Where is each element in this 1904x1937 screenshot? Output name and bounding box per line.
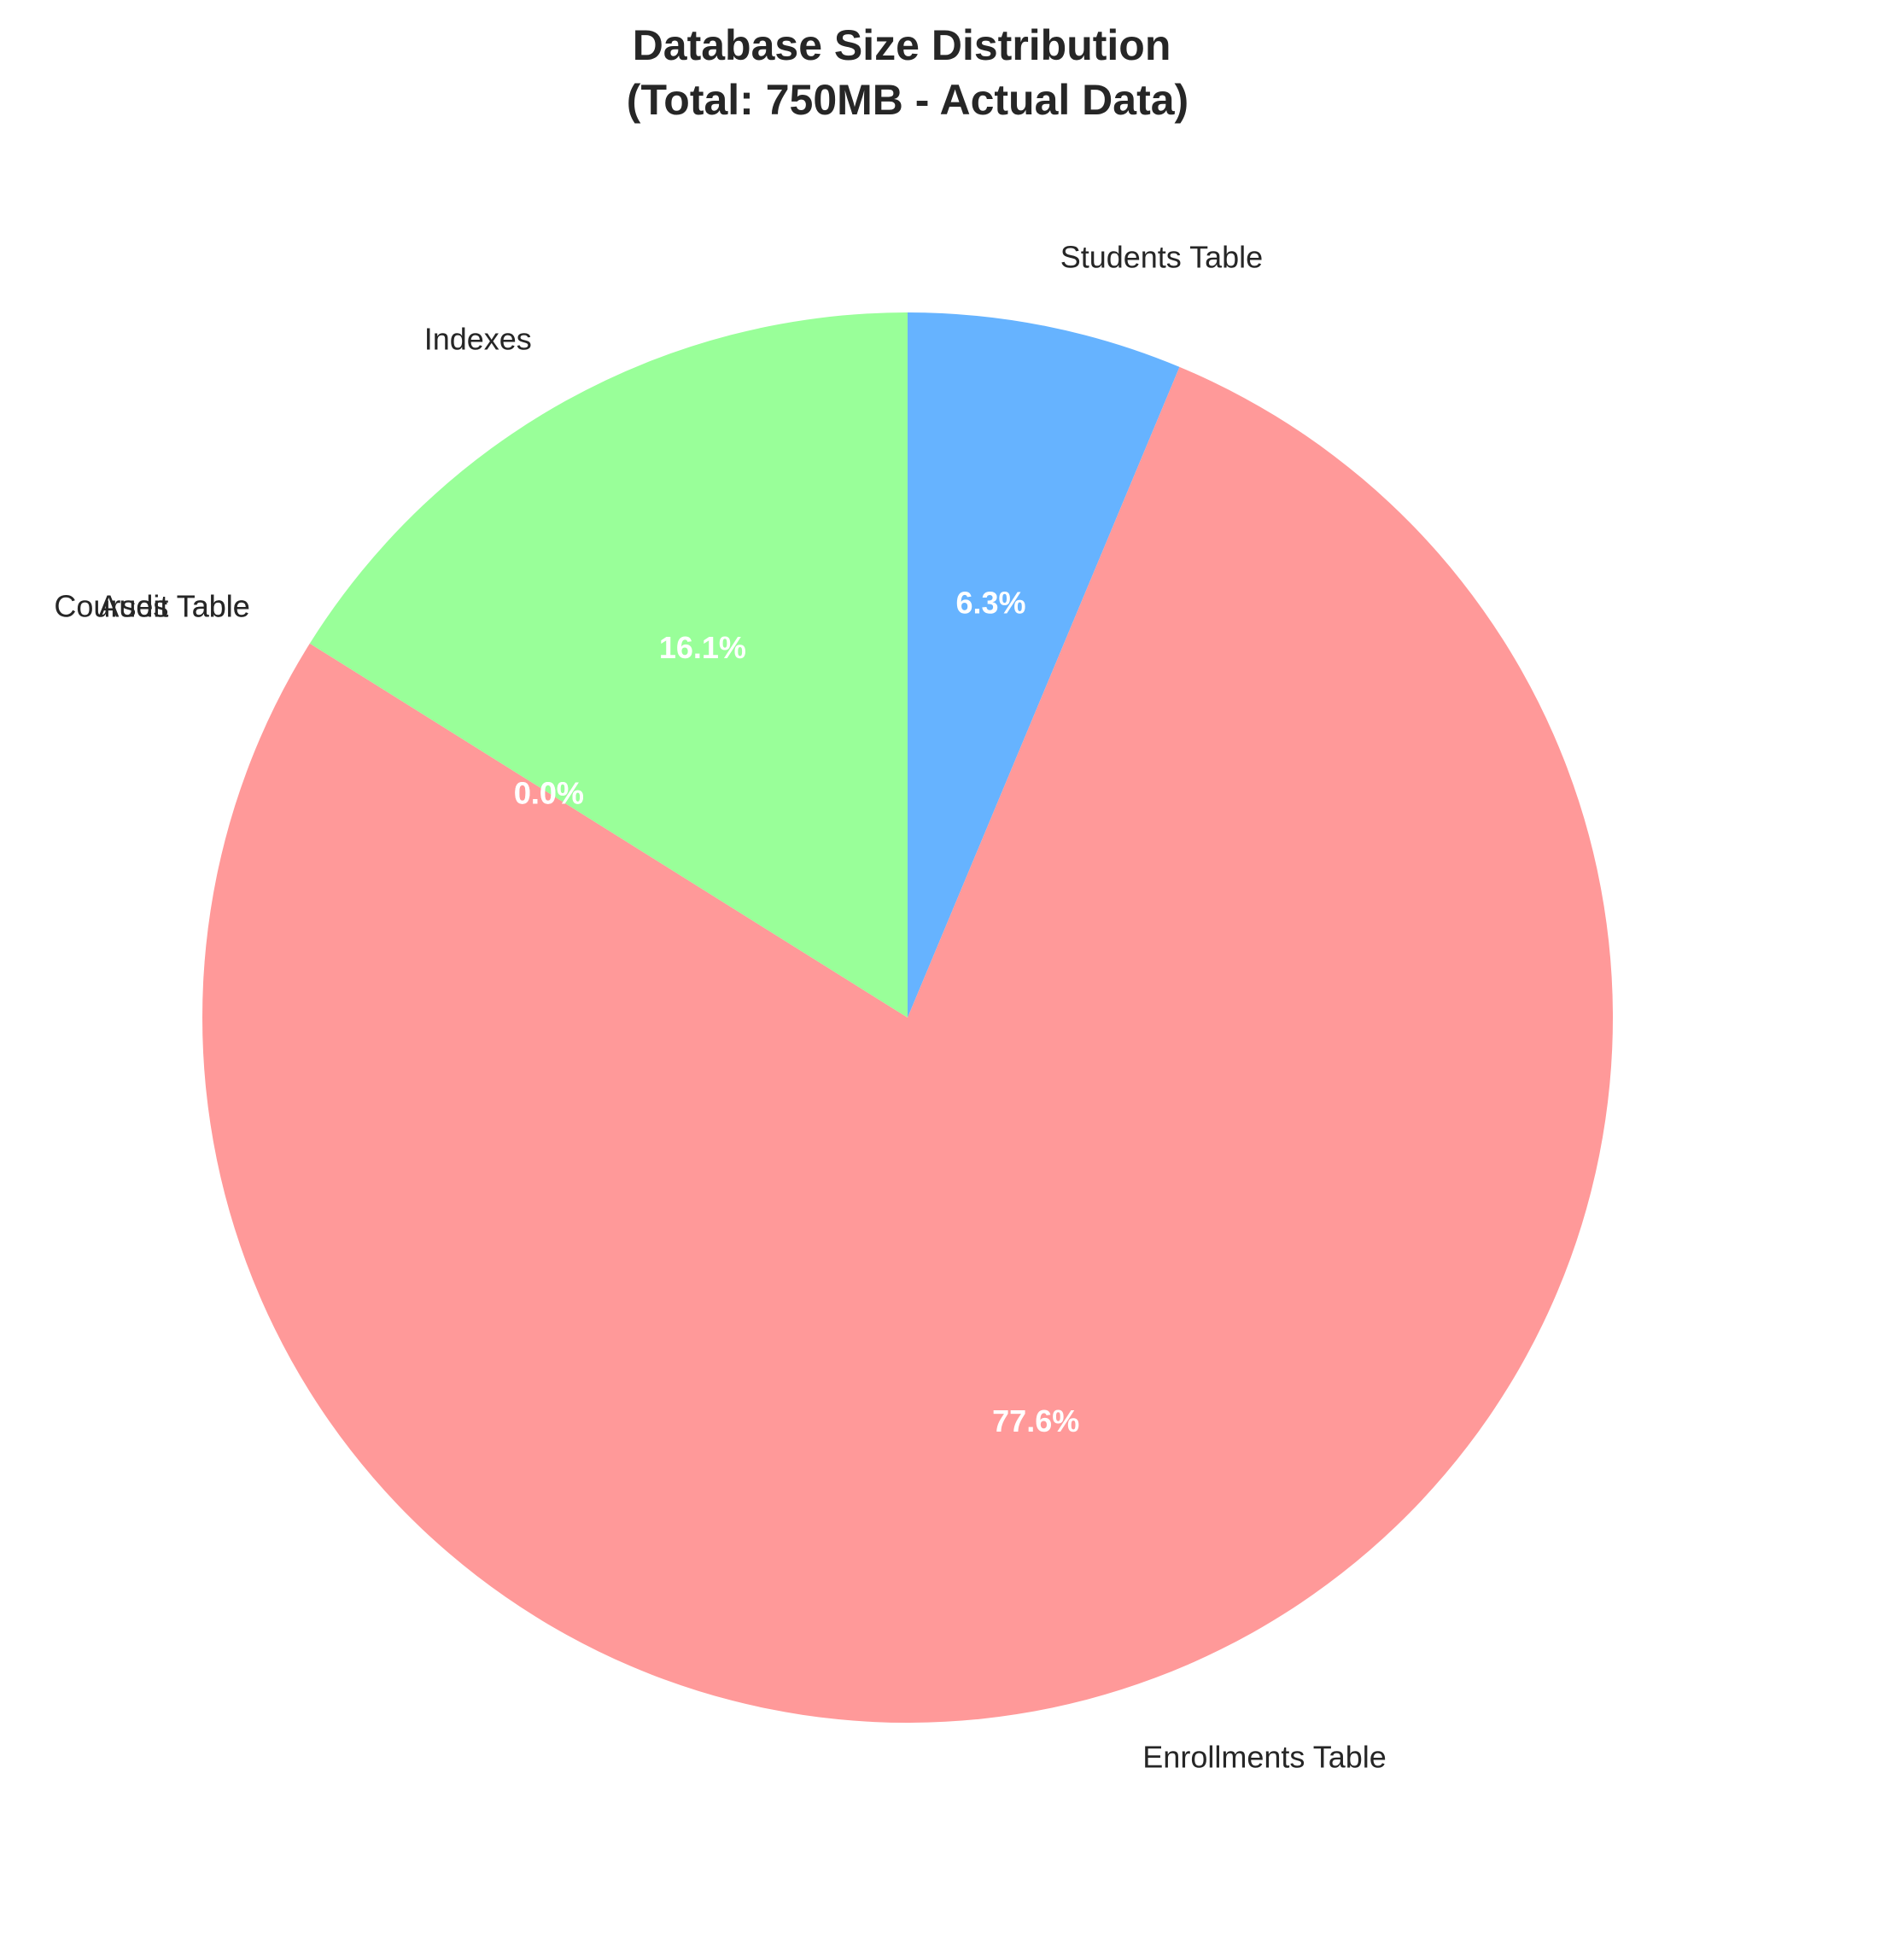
pie-slice	[309, 312, 908, 1018]
slice-labels: Students Table Enrollments Table Courses T…	[54, 240, 1386, 1775]
percent-label: 77.6%	[992, 1403, 1079, 1438]
chart-title-line-1: Database Size Distribution	[633, 21, 1171, 69]
chart-title-line-2: (Total: 750MB - Actual Data)	[627, 76, 1189, 124]
percent-label: 0.0%	[514, 776, 584, 811]
slice-label: Enrollments Table	[1142, 1739, 1387, 1774]
percent-label: 0.0%	[514, 776, 584, 811]
slice-label: Audit Table	[98, 589, 249, 624]
pie-slices	[202, 312, 1614, 1724]
chart-title: Database Size Distribution (Total: 750MB…	[627, 21, 1189, 124]
slice-label: Indexes	[424, 322, 532, 357]
pie-slice	[202, 366, 1614, 1724]
slice-label: Courses Table	[54, 589, 249, 624]
percent-labels: 6.3%77.6%0.0%0.0%16.1%	[514, 586, 1079, 1438]
slice-label: Students Table	[1060, 240, 1264, 275]
percent-label: 6.3%	[955, 586, 1025, 621]
percent-label: 16.1%	[659, 630, 746, 665]
pie-slice	[908, 312, 1180, 1018]
